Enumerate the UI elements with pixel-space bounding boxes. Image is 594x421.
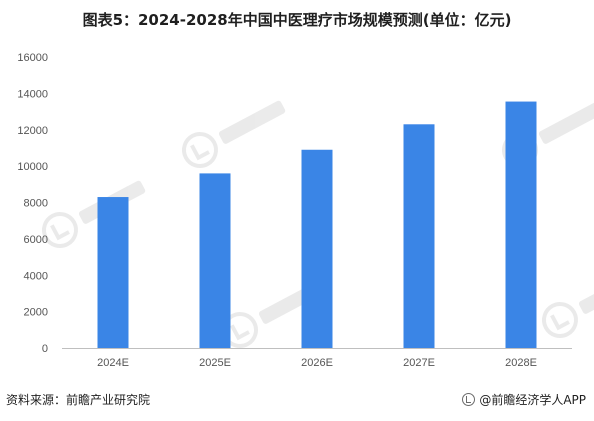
brand-credit-text: @前瞻经济学人APP — [479, 393, 586, 407]
x-tick-label: 2024E — [97, 357, 129, 369]
y-tick-label: 10000 — [17, 161, 48, 173]
y-tick-label: 2000 — [24, 307, 48, 319]
watermark-logo-icon — [182, 100, 286, 168]
y-tick-label: 8000 — [24, 198, 48, 210]
y-tick-label: 16000 — [17, 52, 48, 64]
x-tick-label: 2027E — [403, 357, 435, 369]
x-tick-label: 2026E — [301, 357, 333, 369]
bar-chart: 0 2000 4000 6000 8000 10000 12000 14000 16000 20… — [17, 52, 594, 369]
bar-2024E — [97, 197, 129, 348]
chart-title: 图表5：2024-2028年中国中医理疗市场规模预测(单位：亿元) — [82, 11, 512, 29]
y-tick-label: 14000 — [17, 88, 48, 100]
y-tick-label: 12000 — [17, 125, 48, 137]
bar-2025E — [199, 173, 231, 348]
brand-credit: @前瞻经济学人APP — [462, 391, 586, 408]
bar-2026E — [301, 149, 333, 348]
y-tick-label: 0 — [42, 343, 48, 355]
x-axis: 2024E 2025E 2026E 2027E 2028E — [62, 348, 572, 369]
x-tick-label: 2025E — [199, 357, 231, 369]
bars — [97, 101, 537, 348]
source-note: 资料来源：前瞻产业研究院 — [6, 393, 151, 407]
y-axis: 0 2000 4000 6000 8000 10000 12000 14000 16000 — [17, 52, 48, 355]
x-tick-label: 2028E — [505, 357, 537, 369]
brand-logo-icon — [462, 393, 476, 406]
bar-2027E — [403, 124, 435, 348]
watermark-logo-icon — [542, 270, 594, 338]
y-tick-label: 6000 — [24, 234, 48, 246]
bar-2028E — [505, 101, 537, 348]
watermark-logo-icon — [42, 180, 146, 248]
y-tick-label: 4000 — [24, 270, 48, 282]
